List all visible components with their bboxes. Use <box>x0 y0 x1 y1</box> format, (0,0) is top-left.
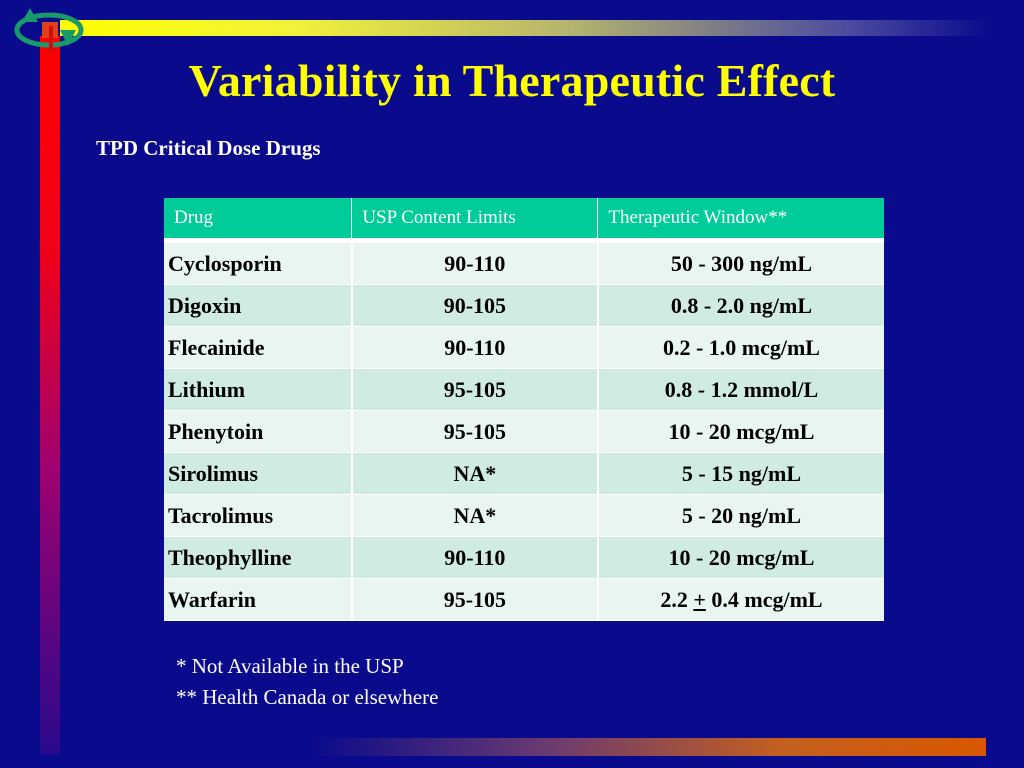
header-usp-content-limits: USP Content Limits <box>351 198 599 238</box>
therapeutic-window: 2.2 + 0.4 mcg/mL <box>597 578 884 621</box>
header-therapeutic-window: Therapeutic Window** <box>597 198 884 238</box>
therapeutic-window: 5 - 15 ng/mL <box>597 452 884 495</box>
therapeutic-window: 0.8 - 2.0 ng/mL <box>597 284 884 327</box>
top-decorative-bar <box>60 20 990 36</box>
drug-name: Tacrolimus <box>164 494 353 537</box>
left-decorative-bar <box>40 36 60 754</box>
usp-limit: 90-110 <box>351 536 599 579</box>
therapeutic-window: 50 - 300 ng/mL <box>597 242 884 285</box>
table-row: Theophylline 90-110 10 - 20 mcg/mL <box>164 536 884 579</box>
table-row: Tacrolimus NA* 5 - 20 ng/mL <box>164 494 884 537</box>
table-row: Warfarin 95-105 2.2 + 0.4 mcg/mL <box>164 578 884 621</box>
footnotes: * Not Available in the USP ** Health Can… <box>176 651 438 713</box>
usp-limit: 90-105 <box>351 284 599 327</box>
table-row: Flecainide 90-110 0.2 - 1.0 mcg/mL <box>164 326 884 369</box>
slide-title: Variability in Therapeutic Effect <box>188 55 836 106</box>
usp-limit: 95-105 <box>351 578 599 621</box>
footnote-health-canada: ** Health Canada or elsewhere <box>176 685 439 709</box>
drug-name: Theophylline <box>164 536 353 579</box>
drug-name: Cyclosporin <box>164 242 353 285</box>
usp-limit: 90-110 <box>351 242 599 285</box>
usp-limit: NA* <box>351 452 599 495</box>
table-row: Digoxin 90-105 0.8 - 2.0 ng/mL <box>164 284 884 327</box>
table-row: Phenytoin 95-105 10 - 20 mcg/mL <box>164 410 884 453</box>
drug-name: Lithium <box>164 368 353 411</box>
bottom-decorative-bar <box>310 738 986 756</box>
cycle-arrows-icon <box>14 8 84 54</box>
window-value-before: 2.2 <box>660 586 694 612</box>
footnote-not-available: * Not Available in the USP <box>176 654 404 678</box>
usp-limit: 95-105 <box>351 368 599 411</box>
therapeutic-window: 0.8 - 1.2 mmol/L <box>597 368 884 411</box>
usp-limit: 95-105 <box>351 410 599 453</box>
therapeutic-window: 10 - 20 mcg/mL <box>597 536 884 579</box>
drug-name: Warfarin <box>164 578 353 621</box>
drug-name: Phenytoin <box>164 410 353 453</box>
table-row: Sirolimus NA* 5 - 15 ng/mL <box>164 452 884 495</box>
plus-minus-symbol: + <box>693 586 706 612</box>
therapeutic-window: 10 - 20 mcg/mL <box>597 410 884 453</box>
table-row: Lithium 95-105 0.8 - 1.2 mmol/L <box>164 368 884 411</box>
drug-name: Sirolimus <box>164 452 353 495</box>
usp-limit: 90-110 <box>351 326 599 369</box>
drug-table: Drug USP Content Limits Therapeutic Wind… <box>164 198 884 621</box>
slide-subtitle: TPD Critical Dose Drugs <box>96 136 321 160</box>
header-separator <box>164 238 884 243</box>
therapeutic-window: 0.2 - 1.0 mcg/mL <box>597 326 884 369</box>
drug-name: Flecainide <box>164 326 353 369</box>
table-row: Cyclosporin 90-110 50 - 300 ng/mL <box>164 242 884 285</box>
table-header-row: Drug USP Content Limits Therapeutic Wind… <box>164 198 884 238</box>
therapeutic-window: 5 - 20 ng/mL <box>597 494 884 537</box>
header-drug: Drug <box>164 198 353 238</box>
drug-name: Digoxin <box>164 284 353 327</box>
window-value-after: 0.4 mcg/mL <box>705 586 823 612</box>
usp-limit: NA* <box>351 494 599 537</box>
